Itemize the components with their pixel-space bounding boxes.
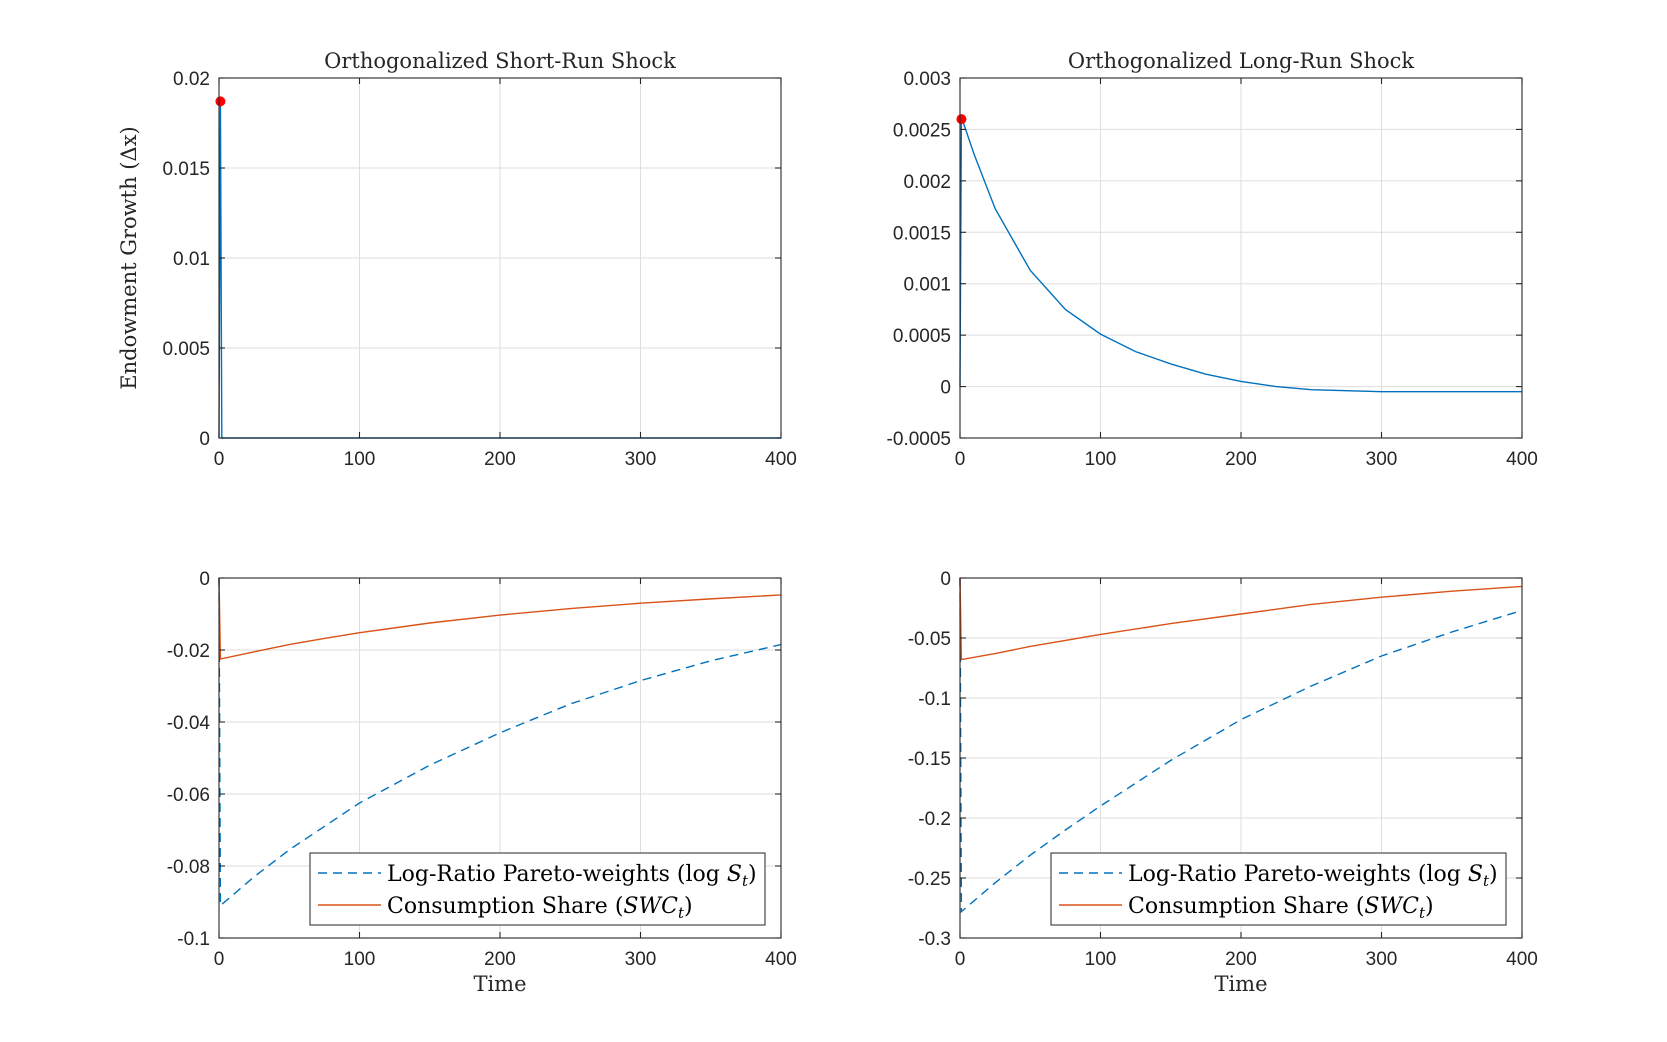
legend-label: Log-Ratio Pareto-weights (log St): [387, 862, 757, 890]
ticks: 0 100 200 300 400 0 0.005 0.01 0.015 0.02: [162, 69, 796, 470]
y-tick-label: -0.3: [918, 929, 951, 950]
legend: Log-Ratio Pareto-weights (log St) Consump…: [309, 852, 766, 926]
y-tick-label: 0: [940, 378, 951, 399]
x-axis-label: Time: [473, 972, 526, 996]
y-tick-label: -0.0005: [887, 429, 951, 450]
y-tick-label: 0.002: [903, 172, 951, 193]
y-tick-label: -0.2: [918, 809, 951, 830]
gridlines: [960, 78, 1522, 438]
x-axis-label: Time: [1214, 972, 1267, 996]
y-tick-label: 0.005: [162, 339, 210, 360]
y-tick-label: 0.02: [173, 69, 210, 90]
chart-title: Orthogonalized Long-Run Shock: [1068, 49, 1415, 73]
y-tick-label: -0.04: [167, 713, 211, 734]
y-tick-label: 0.0005: [893, 326, 951, 347]
y-tick-label: 0.01: [173, 249, 210, 270]
series-line-1: [959, 577, 1523, 914]
y-tick-label: 0: [199, 429, 210, 450]
legend-label: Consumption Share (SWCt): [387, 894, 693, 922]
legend-label: Consumption Share (SWCt): [1128, 894, 1434, 922]
panel-long-run-endowment: 0 100 200 300 400-0.000500.00050.0010.00150.…: [887, 49, 1538, 470]
x-tick-label: 200: [1225, 449, 1257, 470]
series-line-1: [218, 577, 782, 908]
legend-box: [309, 852, 766, 926]
x-tick-label: 200: [484, 949, 516, 970]
x-tick-label: 300: [625, 949, 657, 970]
series-layer: [215, 96, 781, 439]
series-layer: [959, 577, 1523, 914]
x-tick-label: 200: [484, 449, 516, 470]
x-tick-label: 300: [1366, 949, 1398, 970]
y-tick-label: -0.25: [908, 869, 951, 890]
series-line-2: [218, 577, 782, 660]
impact-marker: [215, 96, 226, 107]
panel-short-run-pareto: 0 100 200 300 400 -0.1 -0.08 -0.06 -0.04 -0.02 0 T…: [167, 569, 797, 996]
y-tick-label: 0.003: [903, 69, 951, 90]
y-axis-label: Endowment Growth (Δx): [117, 126, 141, 389]
legend-label: Log-Ratio Pareto-weights (log St): [1128, 862, 1498, 890]
y-tick-label: -0.06: [167, 785, 210, 806]
series-line-1: [959, 116, 1522, 393]
ticks: 0 100 200 300 400 -0.3 -0.25 -0.2 -0.15 -0.1 -0.05…: [908, 569, 1538, 970]
x-tick-label: 300: [1366, 449, 1398, 470]
x-tick-label: 400: [1506, 449, 1538, 470]
x-tick-label: 400: [1506, 949, 1538, 970]
y-tick-label: 0: [940, 569, 951, 590]
x-tick-label: 200: [1225, 949, 1257, 970]
x-tick-label: 100: [1085, 449, 1117, 470]
y-tick-label: -0.1: [918, 689, 951, 710]
legend: Log-Ratio Pareto-weights (log St) Consump…: [1050, 852, 1507, 926]
series-layer: [218, 577, 782, 908]
x-tick-label: 0: [955, 949, 966, 970]
panel-long-run-pareto: 0 100 200 300 400 -0.3 -0.25 -0.2 -0.15 -0.1 -0.05…: [908, 569, 1538, 996]
y-tick-label: -0.15: [908, 749, 951, 770]
y-tick-label: 0: [199, 569, 210, 590]
y-tick-label: 0.0025: [893, 120, 951, 141]
x-tick-label: 0: [214, 949, 225, 970]
x-tick-label: 300: [625, 449, 657, 470]
series-line-2: [959, 577, 1523, 661]
x-tick-label: 100: [1085, 949, 1117, 970]
chart-title: Orthogonalized Short-Run Shock: [324, 49, 676, 73]
panel-short-run-endowment: 0 100 200 300 400 0 0.005 0.01 0.015 0.02 Orthogo…: [117, 49, 797, 470]
y-tick-label: -0.05: [908, 629, 951, 650]
x-tick-label: 0: [955, 449, 966, 470]
gridlines: [219, 78, 781, 438]
legend-box: [1050, 852, 1507, 926]
x-tick-label: 0: [214, 449, 225, 470]
x-tick-label: 400: [765, 949, 797, 970]
x-tick-label: 100: [344, 449, 376, 470]
y-tick-label: 0.015: [162, 159, 210, 180]
series-layer: [956, 114, 1522, 393]
x-tick-label: 400: [765, 449, 797, 470]
x-tick-label: 100: [344, 949, 376, 970]
y-tick-label: 0.0015: [893, 223, 951, 244]
ticks: 0 100 200 300 400 -0.1 -0.08 -0.06 -0.04 -0.02 0: [167, 569, 797, 970]
y-tick-label: -0.08: [167, 857, 210, 878]
y-tick-label: -0.1: [177, 929, 210, 950]
impact-marker: [956, 114, 967, 125]
ticks: 0 100 200 300 400-0.000500.00050.0010.00150.…: [887, 69, 1538, 470]
y-tick-label: -0.02: [167, 641, 210, 662]
y-tick-label: 0.001: [903, 275, 951, 296]
